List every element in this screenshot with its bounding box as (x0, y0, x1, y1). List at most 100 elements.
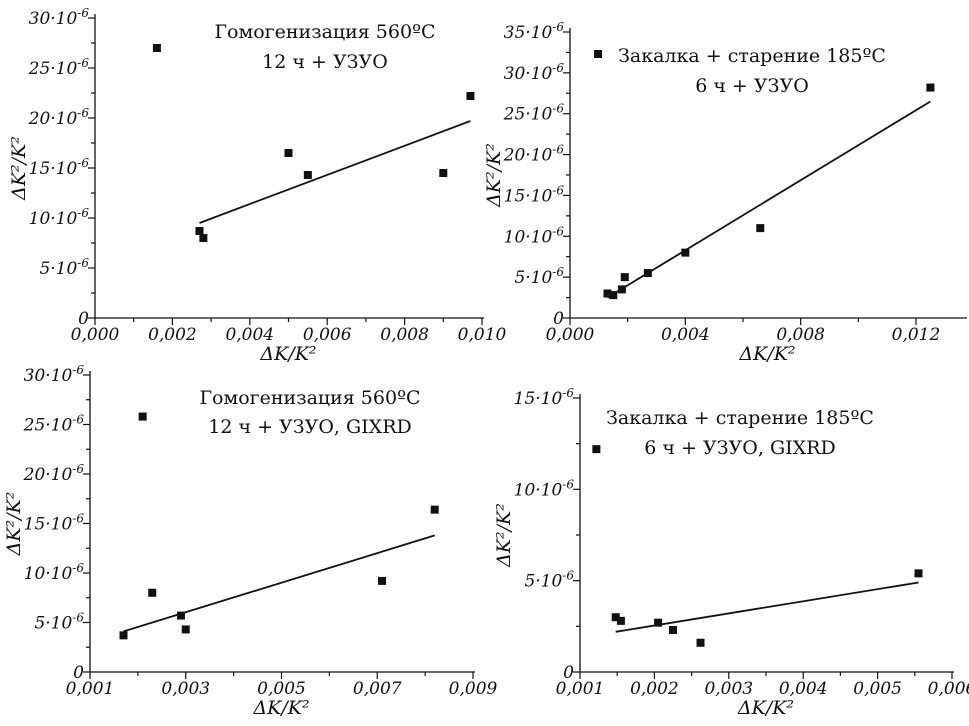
y-tick-label: 0 (563, 663, 574, 683)
y-tick-label: 30·10-6 (29, 6, 90, 29)
data-point (466, 92, 475, 100)
x-tick-label: 0,001 (556, 679, 605, 699)
data-point (620, 273, 629, 282)
y-tick-label: 5·10-6 (34, 611, 84, 634)
x-axis-title: ΔK/K² (259, 343, 316, 365)
data-point (138, 412, 147, 421)
data-point (616, 616, 625, 625)
data-point (430, 505, 439, 514)
data-point (643, 269, 652, 278)
chart-panel-2: 0,000 0,004 0,008 0,012 0 5·10-6 10·10-6 15·10-… (483, 20, 967, 365)
annotation-line-2: 6 ч + УЗУО, GIXRD (644, 437, 835, 459)
y-tick-label: 10·10-6 (24, 561, 85, 584)
fit-line (615, 581, 919, 633)
y-tick-label: 20·10-6 (28, 106, 90, 129)
y-tick-label: 5·10-6 (514, 265, 564, 288)
data-point (617, 285, 626, 294)
x-axis-title: ΔK/K² (737, 697, 794, 719)
y-tick-label: 20·10-6 (503, 143, 565, 166)
x-tick-label: 0,006 (928, 679, 969, 699)
x-tick-label: 0,002 (630, 679, 679, 699)
x-tick-label: 0,008 (380, 325, 429, 345)
chart-panel-4: 0,001 0,002 0,003 0,004 0,005 0,006 0 5·10-6 10·… (493, 386, 969, 719)
y-tick-label: 25·10-6 (503, 102, 565, 125)
annotation-line-1: Закалка + старение 185ºС (618, 45, 886, 67)
x-tick-label: 0,004 (225, 325, 274, 345)
x-axis-title: ΔK/K² (738, 343, 795, 365)
chart-panel-3: 0,001 0,003 0,005 0,007 0,009 0 5·10-6 10·10-6 1… (3, 363, 498, 719)
x-tick-label: 0,010 (458, 325, 507, 345)
data-point (681, 248, 690, 257)
y-axis-title: ΔK²/K² (483, 143, 505, 208)
y-tick-label: 25·10-6 (28, 56, 90, 79)
annotation-line-2: 12 ч + УЗУО (262, 51, 388, 73)
data-point (592, 445, 601, 454)
y-tick-label: 15·10-6 (504, 183, 565, 206)
y-tick-label: 20·10-6 (23, 462, 85, 485)
x-tick-label: 0,000 (71, 325, 120, 345)
data-point (914, 569, 923, 578)
x-axis-title: ΔK/K² (252, 697, 309, 719)
x-tick-label: 0,001 (66, 679, 115, 699)
annotation-line-1: Гомогенизация 560ºС (199, 387, 420, 409)
fit-line (607, 100, 931, 299)
data-point (378, 576, 387, 585)
annotation-line-2: 6 ч + УЗУО (695, 75, 809, 97)
y-axis-title: ΔK²/K² (8, 136, 30, 201)
x-tick-label: 0,003 (704, 679, 753, 699)
x-tick-label: 0,004 (661, 325, 710, 345)
x-tick-label: 0,008 (776, 325, 825, 345)
data-point (181, 625, 190, 634)
y-tick-label: 15·10-6 (29, 156, 90, 179)
data-point (603, 289, 612, 298)
y-tick-label: 10·10-6 (29, 206, 90, 229)
y-tick-label: 0 (78, 309, 89, 329)
x-tick-label: 0,005 (257, 679, 306, 699)
y-axis-title: ΔK²/K² (493, 503, 515, 568)
data-point (199, 234, 208, 242)
x-tick-label: 0,003 (161, 679, 210, 699)
x-tick-label: 0,007 (353, 679, 402, 699)
annotation-line-1: Гомогенизация 560ºС (214, 21, 435, 43)
data-point (609, 291, 618, 300)
legend-marker (594, 50, 603, 58)
fit-line (199, 120, 471, 224)
y-tick-label: 5·10-6 (39, 256, 89, 279)
data-point (926, 83, 935, 92)
data-point (303, 171, 312, 179)
x-tick-label: 0,005 (853, 679, 902, 699)
data-point (696, 638, 705, 647)
data-point (439, 169, 448, 177)
x-tick-label: 0,006 (303, 325, 352, 345)
y-tick-label: 10·10-6 (504, 224, 565, 247)
data-point (611, 613, 620, 622)
data-point (284, 149, 293, 157)
y-tick-label: 15·10-6 (24, 512, 85, 535)
data-point (669, 625, 677, 634)
x-tick-label: 0,012 (892, 325, 941, 345)
annotation-line-1: Закалка + старение 185ºС (606, 407, 874, 429)
data-point (654, 618, 663, 627)
x-tick-label: 0,004 (779, 679, 828, 699)
y-tick-label: 0 (73, 663, 84, 683)
data-point (119, 631, 128, 640)
chart-panel-1: 0,000 0,002 0,004 0,006 0,008 0,010 0 5·10-6 10·… (8, 6, 507, 365)
x-tick-label: 0,002 (148, 325, 197, 345)
data-point (148, 588, 157, 597)
y-tick-label: 15·10-6 (514, 386, 575, 409)
data-point (152, 44, 161, 52)
x-tick-label: 0,000 (546, 325, 595, 345)
fit-line (123, 534, 435, 633)
x-tick-label: 0,009 (449, 679, 498, 699)
y-tick-label: 5·10-6 (524, 569, 574, 592)
y-axis-title: ΔK²/K² (3, 492, 25, 557)
annotation-line-2: 12 ч + УЗУО, GIXRD (208, 416, 411, 438)
data-point (176, 611, 185, 620)
y-tick-label: 25·10-6 (23, 413, 85, 436)
y-tick-label: 30·10-6 (24, 363, 85, 386)
y-tick-label: 10·10-6 (514, 477, 575, 500)
data-point (195, 227, 204, 235)
y-tick-label: 30·10-6 (504, 61, 565, 84)
data-point (756, 224, 765, 233)
